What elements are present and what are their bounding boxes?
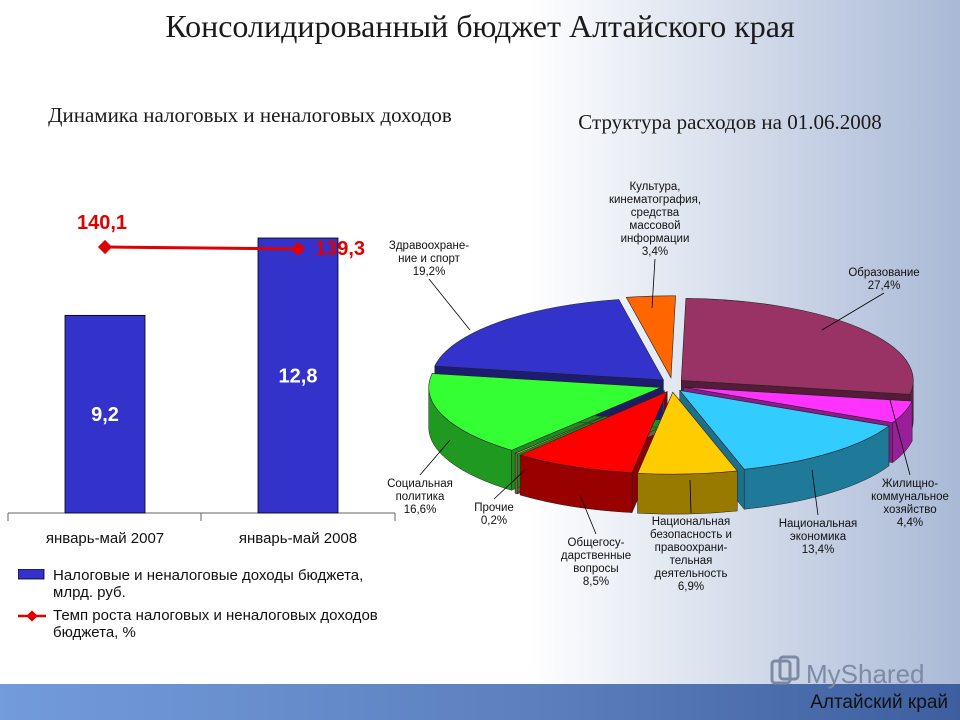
pie-leader-line (821, 292, 885, 331)
pie-chart-title: Структура расходов на 01.06.2008 (578, 110, 882, 134)
slide-title: Консолидированный бюджет Алтайского края (165, 8, 795, 44)
legend-label-growth: Темп роста налоговых и неналоговых доход… (53, 607, 378, 641)
pie-leader-line (689, 479, 692, 514)
pie-slice-label: Жилищно-коммунальное хозяйство 4,4% (871, 478, 949, 529)
logo-text: MyShared (806, 659, 925, 689)
region-label: Алтайский край (810, 692, 948, 713)
pie-slice (625, 295, 676, 379)
pie-leader-line (889, 399, 911, 476)
pie-slice-label: Социальная политика 16,6% (387, 478, 453, 516)
pie-slice-label: Здравоохране-ние и спорт 19,2% (389, 240, 469, 278)
legend-swatch-line (18, 610, 46, 622)
pie-leader-line (579, 494, 597, 535)
legend-swatch-bar (18, 569, 45, 580)
bar (64, 314, 146, 514)
x-tick-label: январь-май 2007 (46, 530, 164, 547)
pie-leader-line (428, 278, 471, 331)
bar-value-label: 12,8 (279, 366, 318, 388)
pie-slice (428, 373, 661, 451)
pie-slice (680, 298, 914, 395)
pie-leader-line (651, 258, 656, 309)
pie-slice-side (514, 452, 518, 495)
pie-slice (683, 386, 913, 423)
legend-label-revenue: Налоговые и неналоговые доходы бюджета, … (53, 567, 364, 601)
pie-slice-label: Образование 27,4% (848, 267, 919, 292)
growth-label: 140,1 (77, 212, 127, 234)
pie-slice (637, 391, 738, 475)
pie-slice (519, 391, 668, 473)
bar-chart-title: Динамика налоговых и неналоговых доходов (48, 103, 452, 127)
bar (257, 237, 339, 514)
bar-value-label: 9,2 (91, 404, 119, 426)
pie-slice (679, 390, 890, 470)
pie-slice-side (637, 470, 738, 515)
pie-slice-label: Культура, кинематография, средства массовой… (609, 181, 701, 258)
pie-slice-label: Национальная безопасность и правоохрани-те… (650, 516, 732, 593)
pie-leader-line (493, 469, 526, 500)
pie-leader-line (419, 439, 451, 476)
x-tick-label: январь-май 2008 (239, 530, 357, 547)
growth-point (290, 241, 306, 257)
pie-slice-label: Прочие 0,2% (474, 502, 514, 527)
pie-leader-line (811, 469, 819, 516)
myshared-logo: MyShared (770, 655, 925, 689)
growth-line (104, 245, 299, 251)
pie-slice-label: Национальная экономика 13,4% (779, 518, 858, 556)
pie-slice (514, 390, 665, 455)
pie-slice-label: Общегосу-дарственные вопросы 8,5% (561, 537, 631, 588)
growth-label: 139,3 (315, 238, 365, 260)
pie-slice (434, 299, 664, 381)
